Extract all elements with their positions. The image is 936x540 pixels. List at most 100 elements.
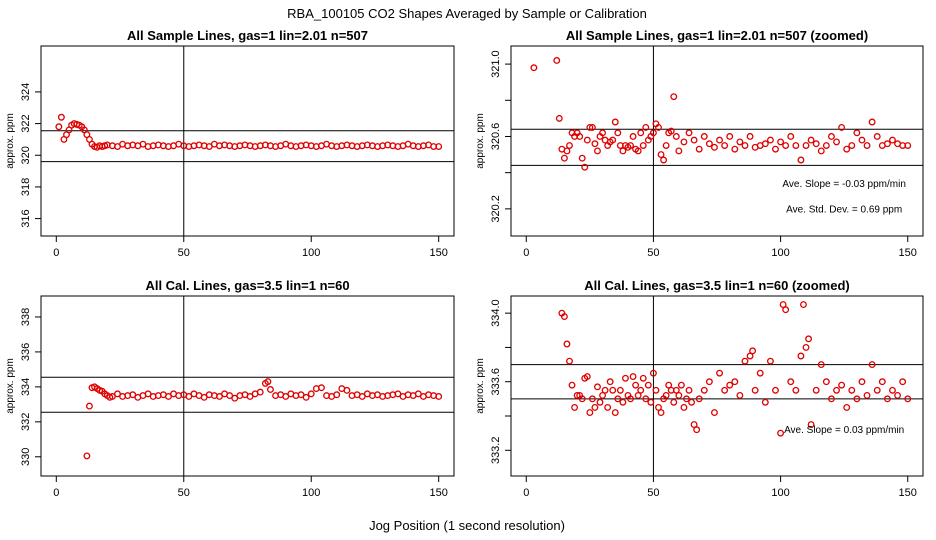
data-point [266,386,274,393]
data-point [807,421,815,429]
data-point [644,381,652,389]
plot-box [40,45,455,237]
data-point [627,395,634,403]
panel-2: All Sample Lines, gas=1 lin=2.01 n=507 (… [475,28,924,259]
data-point [802,142,810,149]
data-point [621,374,629,382]
data-points [83,378,443,460]
data-point [731,145,739,153]
data-point [705,378,713,386]
panel-title: All Cal. Lines, gas=3.5 lin=1 n=60 [145,278,349,293]
data-point [685,386,693,394]
data-point [680,138,688,146]
data-point [642,395,650,403]
data-point [838,381,846,389]
annotation: Ave. Std. Dev. = 0.69 ppm [786,204,902,215]
data-point [394,390,402,398]
data-point [634,147,642,155]
y-axis-label: approx. ppm [5,113,16,169]
x-tick-label: 100 [771,247,789,259]
y-axis-label: approx. ppm [475,358,486,414]
data-point [711,409,718,417]
data-point [200,393,208,401]
data-point [883,140,891,148]
data-point [858,378,866,386]
data-point [634,391,642,399]
data-point [578,395,586,403]
data-point [685,129,693,137]
x-tick-label: 150 [430,487,448,499]
data-point [639,142,647,149]
data-point [616,386,624,394]
data-point [680,403,688,411]
data-point [863,391,871,399]
data-point [838,123,846,131]
x-tick-label: 50 [647,487,659,499]
data-point [868,361,876,369]
data-point [596,398,604,406]
data-point [333,391,341,399]
data-point [675,391,683,399]
x-tick-label: 100 [771,487,789,499]
data-point [746,352,754,360]
data-point [873,386,881,394]
y-tick-label: 333.6 [490,368,502,396]
data-point [568,381,576,389]
data-point [655,123,662,131]
data-point [165,393,172,400]
data-point [868,118,876,126]
data-point [588,395,596,403]
data-point [772,386,779,394]
y-tick-label: 336 [20,343,32,361]
y-tick-label: 321.0 [490,50,502,78]
panels: All Sample Lines, gas=1 lin=2.01 n=507 0 5… [5,28,924,499]
data-point [560,154,568,162]
data-point [822,378,830,386]
panel-1: All Sample Lines, gas=1 lin=2.01 n=507 0 5… [5,28,455,259]
x-tick-label: 0 [523,487,529,499]
data-point [566,142,573,149]
y-tick-label: 333.2 [490,437,502,465]
data-point [435,143,443,150]
data-point [573,391,581,399]
y-axis-label: approx. ppm [475,113,486,169]
data-point [566,357,573,365]
data-point [848,142,856,149]
data-point [563,340,571,348]
data-point [827,133,835,140]
data-point [637,386,645,394]
annotation: Ave. Slope = 0.03 ppm/min [784,425,904,436]
plot-box [40,295,455,477]
data-point [672,133,680,140]
data-point [609,386,617,394]
data-point [629,133,637,140]
y-tick-label: 316 [20,209,32,227]
x-tick-label: 50 [647,247,659,259]
data-point [343,386,351,394]
x-tick-label: 0 [523,247,529,259]
panel-3: All Cal. Lines, gas=3.5 lin=1 n=60 0 50 100… [5,278,455,499]
plot-box [510,295,924,477]
data-point [777,138,785,146]
data-point [297,391,305,399]
data-point [660,156,668,164]
data-point [904,395,912,403]
data-point [665,381,673,389]
data-point [246,393,254,400]
figure-xlabel: Jog Position (1 second resolution) [369,518,565,533]
data-point [586,123,594,131]
data-point [629,373,637,381]
data-point [581,163,589,171]
y-tick-label: 338 [20,308,32,326]
data-point [817,147,825,155]
data-point [802,343,810,351]
data-point [599,129,607,137]
data-points [530,57,912,171]
plot-box [510,45,924,237]
data-point [797,352,805,360]
data-point [604,403,612,411]
data-point [563,147,571,155]
panel-title: All Sample Lines, gas=1 lin=2.01 n=507 [127,28,368,43]
data-point [619,398,627,406]
